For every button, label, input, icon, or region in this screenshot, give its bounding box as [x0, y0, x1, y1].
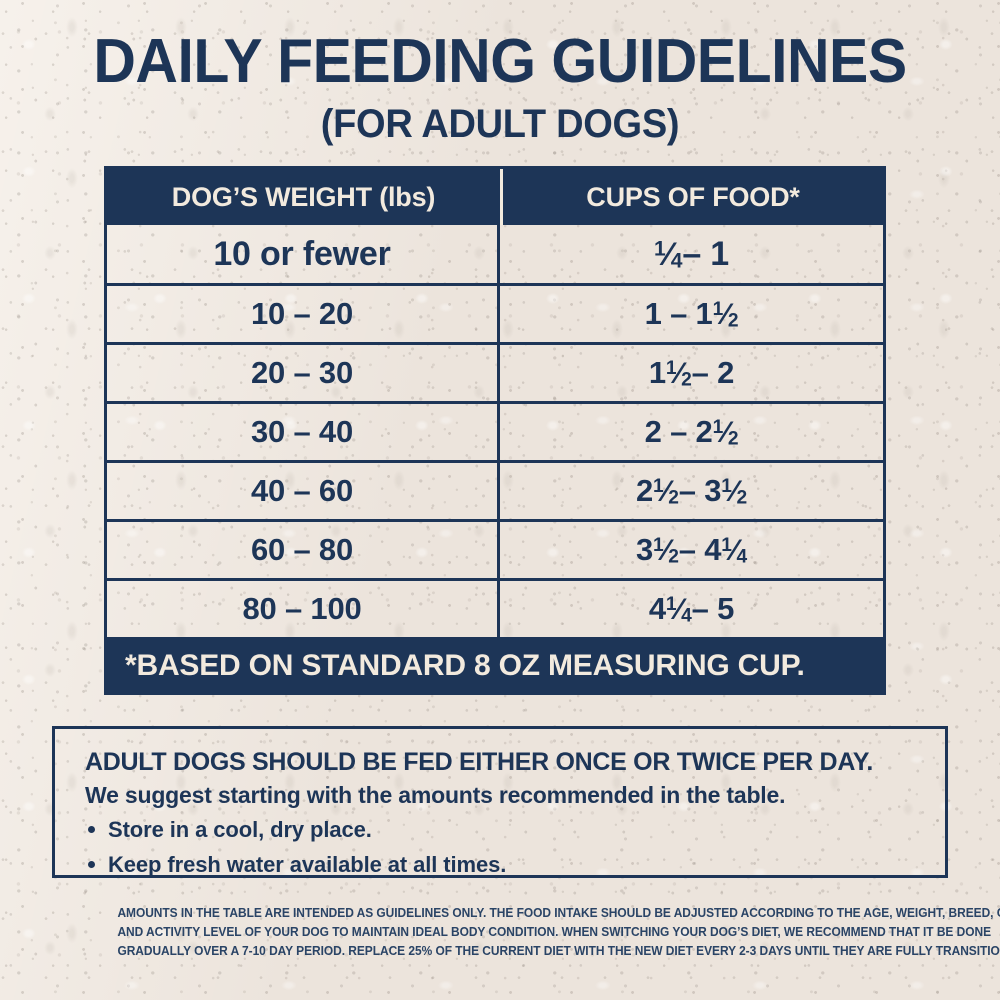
cell-weight: 30 – 40: [250, 414, 354, 449]
table-header-row: DOG’S WEIGHT (lbs) CUPS OF FOOD*: [107, 169, 883, 225]
info-box-heading: ADULT DOGS SHOULD BE FED EITHER ONCE OR …: [85, 748, 874, 776]
page-subtitle: (FOR ADULT DOGS): [320, 102, 680, 146]
cell-cups: 4 1⁄4 – 5: [497, 581, 883, 637]
column-header-cups: CUPS OF FOOD*: [500, 169, 883, 225]
table-footnote: *BASED ON STANDARD 8 OZ MEASURING CUP.: [107, 637, 883, 692]
table-row: 40 – 60 2 1⁄2 – 3 1⁄2: [107, 460, 883, 519]
table-row: 20 – 30 1 1⁄2 – 2: [107, 342, 883, 401]
cell-cups: 1 – 1 1⁄2: [497, 286, 883, 342]
cell-weight: 20 – 30: [250, 355, 354, 390]
table-row: 80 – 100 4 1⁄4 – 5: [107, 578, 883, 637]
fine-print-line: AMOUNTS IN THE TABLE ARE INTENDED AS GUI…: [117, 905, 1000, 920]
column-header-weight: DOG’S WEIGHT (lbs): [171, 181, 436, 212]
info-box-bullet-list: Store in a cool, dry place. Keep fresh w…: [88, 817, 506, 887]
cell-cups: 1 1⁄2 – 2: [497, 345, 883, 401]
table-row: 10 or fewer 1⁄4 – 1: [107, 225, 883, 283]
cell-cups: 3 1⁄2 – 4 1⁄4: [497, 522, 883, 578]
list-item: Keep fresh water available at all times.: [88, 852, 506, 878]
cell-weight: 40 – 60: [250, 473, 354, 508]
cell-weight: 60 – 80: [250, 532, 354, 567]
cell-weight: 10 or fewer: [213, 234, 391, 273]
table-row: 30 – 40 2 – 2 1⁄2: [107, 401, 883, 460]
list-item: Store in a cool, dry place.: [88, 817, 506, 843]
feeding-table: DOG’S WEIGHT (lbs) CUPS OF FOOD* 10 or f…: [104, 166, 886, 695]
cell-cups: 2 – 2 1⁄2: [497, 404, 883, 460]
table-row: 10 – 20 1 – 1 1⁄2: [107, 283, 883, 342]
table-row: 60 – 80 3 1⁄2 – 4 1⁄4: [107, 519, 883, 578]
feeding-info-box: ADULT DOGS SHOULD BE FED EITHER ONCE OR …: [52, 726, 948, 878]
fine-print-disclaimer: AMOUNTS IN THE TABLE ARE INTENDED AS GUI…: [117, 903, 1000, 960]
info-box-subheading: We suggest starting with the amounts rec…: [85, 782, 786, 808]
page-title: DAILY FEEDING GUIDELINES: [93, 27, 907, 96]
fine-print-line: GRADUALLY OVER A 7-10 DAY PERIOD. REPLAC…: [117, 943, 1000, 958]
cell-cups: 1⁄4 – 1: [497, 225, 883, 283]
cell-cups: 2 1⁄2 – 3 1⁄2: [497, 463, 883, 519]
fine-print-line: AND ACTIVITY LEVEL OF YOUR DOG TO MAINTA…: [117, 924, 992, 939]
cell-weight: 10 – 20: [250, 296, 354, 331]
cell-weight: 80 – 100: [242, 591, 362, 626]
